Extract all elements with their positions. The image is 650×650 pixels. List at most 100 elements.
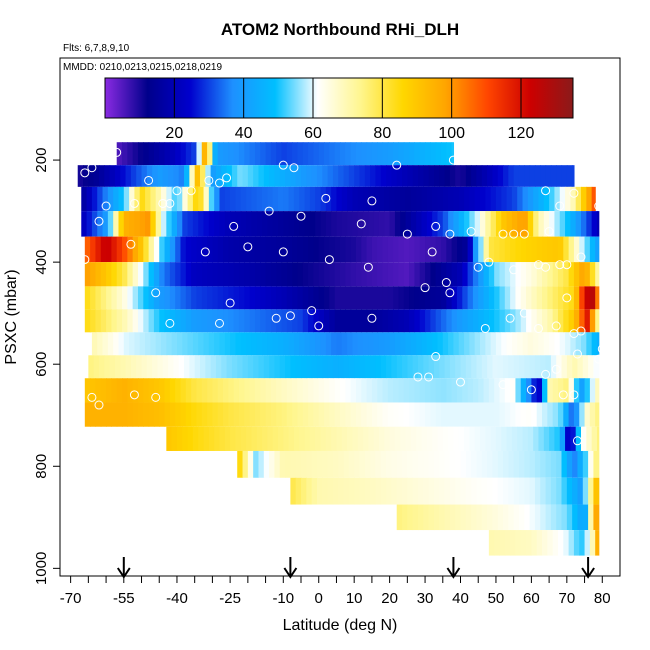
heatmap-cell [350,236,357,263]
heatmap-cell [254,142,261,166]
heatmap-cell [292,142,299,166]
data-point [356,219,366,229]
heatmap-cell [540,477,547,505]
heatmap-cell [260,402,267,427]
heatmap-cell [281,309,288,333]
heatmap-cell [302,262,309,287]
heatmap-cell [430,286,437,310]
heatmap-cell [313,286,320,310]
heatmap-cell [494,530,501,556]
heatmap-cell [417,504,424,531]
heatmap-cell [137,286,144,310]
heatmap-cell [272,332,279,356]
data-point [466,227,476,237]
heatmap-cell [217,378,224,403]
heatmap-cell [331,211,338,237]
data-point [445,288,455,298]
data-point [594,201,604,211]
heatmap-cell [393,142,400,166]
heatmap-cell [497,477,504,505]
heatmap-cell [361,262,368,287]
heatmap-cell [230,211,237,237]
heatmap-cell [386,165,392,187]
heatmap-cell [290,477,297,505]
heatmap-cell [224,186,231,212]
heatmap-cell [414,378,421,403]
heatmap-cell [476,504,483,531]
heatmap-cell [262,332,268,356]
heatmap-cell [164,378,171,403]
heatmap-cell [591,211,598,237]
heatmap-cell [573,309,580,333]
heatmap-cell [265,309,272,333]
heatmap-cell [566,477,573,505]
heatmap-cell [435,236,442,263]
heatmap-cell [299,211,306,237]
heatmap-cell [448,211,455,237]
heatmap-cell [441,262,447,287]
heatmap-cell [201,142,208,166]
heatmap-cell [254,236,261,263]
heatmap-cell [247,355,254,379]
heatmap-cell [573,236,580,263]
heatmap-cell [409,402,416,427]
heatmap-cell [153,142,160,166]
heatmap-cell [134,211,141,237]
x-tick-label: 50 [488,590,505,607]
heatmap-cell [550,355,557,379]
heatmap-cell [371,142,378,166]
heatmap-cell [373,186,380,212]
heatmap-cell [368,211,375,237]
heatmap-cell [136,165,143,187]
data-point [307,306,317,316]
heatmap-cell [336,426,343,451]
heatmap-cell [405,332,412,356]
heatmap-cell [246,211,252,237]
chart-subtitle: Flts: 6,7,8,9,10 [63,43,130,54]
heatmap-cell [584,530,591,556]
heatmap-cell [141,355,148,379]
heatmap-cell [409,286,416,310]
heatmap-cell [432,186,439,212]
heatmap-cell [586,211,593,237]
heatmap-cell [432,211,439,237]
heatmap-cell [441,309,447,333]
heatmap-cell [568,309,575,333]
heatmap-cell [554,332,561,356]
heatmap-cell [106,262,112,287]
heatmap-cell [116,236,123,263]
heatmap-cell [228,309,235,333]
heatmap-cell [456,286,463,310]
heatmap-cell [442,332,449,356]
heatmap-cell [212,262,219,287]
heatmap-cell [380,450,387,478]
heatmap-cell [481,504,488,531]
heatmap-cell [368,426,375,451]
heatmap-cell [561,165,568,187]
heatmap-cell [370,355,377,379]
heatmap-cell [462,286,469,310]
down-arrow-icon [116,557,131,579]
heatmap-cell [472,286,479,310]
heatmap-cell [409,309,416,333]
heatmap-cell [380,165,387,187]
heatmap-cell [244,378,251,403]
heatmap-cell [276,378,283,403]
heatmap-cell [345,378,352,403]
heatmap-cell [389,332,396,356]
heatmap-cell [421,426,428,451]
heatmap-cell [494,286,501,310]
heatmap-cell [256,186,263,212]
heatmap-cell [100,402,107,427]
heatmap-cell [169,378,176,403]
heatmap-cell [316,165,323,187]
heatmap-cell [400,426,407,451]
heatmap-cell [175,142,182,166]
heatmap-cell [378,186,385,212]
heatmap-cell [345,236,352,263]
heatmap-cell [329,309,336,333]
heatmap-cell [316,450,323,478]
heatmap-cell [387,402,394,427]
heatmap-cell [308,378,315,403]
heatmap-cell [285,355,291,379]
